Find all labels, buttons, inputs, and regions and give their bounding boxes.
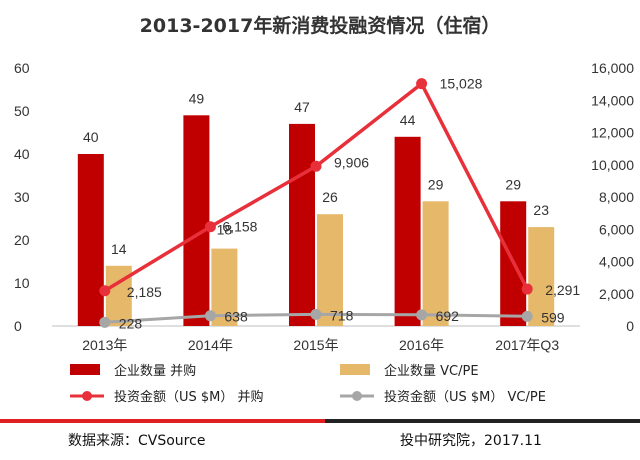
bar (289, 123, 315, 327)
left-tick-label: 50 (14, 103, 30, 119)
bar (77, 154, 104, 326)
bar-value-label: 44 (400, 112, 416, 128)
left-tick-label: 10 (14, 275, 30, 291)
x-tick-label: 2015年 (293, 337, 338, 353)
bar (211, 248, 238, 326)
series-point (416, 78, 428, 90)
right-tick-label: 0 (626, 318, 634, 334)
footer: 数据来源：CVSource 投中研究院，2017.11 (0, 419, 640, 449)
line-value-label: 15,028 (440, 76, 483, 92)
bar-value-label: 29 (505, 176, 521, 192)
left-tick-label: 40 (14, 146, 30, 162)
series-point (99, 285, 111, 297)
right-tick-label: 12,000 (591, 125, 634, 141)
x-tick-label: 2016年 (399, 337, 444, 353)
x-tick-label: 2017年Q3 (495, 337, 559, 353)
x-tick-label: 2013年 (82, 337, 127, 353)
series-point (521, 310, 533, 322)
right-tick-label: 8,000 (599, 189, 634, 205)
legend-swatch-marker (352, 391, 362, 401)
bar-value-label: 26 (322, 189, 338, 205)
legend: 企业数量 并购 企业数量 VC/PE 投资金额（US $M） 并购 投资金额（US $… (70, 363, 546, 405)
axes: 0 10 20 30 40 50 60 0 2,000 4,000 6,000 8,000 10,000… (14, 60, 634, 353)
legend-swatch (340, 364, 370, 375)
lines (99, 78, 533, 328)
right-tick-label: 4,000 (599, 254, 634, 270)
line-value-label: 2,185 (127, 284, 162, 300)
bar-value-label: 18 (217, 222, 233, 238)
legend-label: 企业数量 并购 (114, 363, 196, 379)
line-value-label: 2,291 (545, 282, 580, 298)
series-point (204, 221, 216, 233)
bar-value-label: 29 (428, 176, 444, 192)
line-value-label: 599 (541, 309, 565, 325)
series-point (99, 316, 111, 328)
left-tick-label: 0 (14, 318, 22, 334)
bar-value-label: 14 (111, 241, 127, 257)
series-point (521, 283, 533, 295)
right-tick-label: 14,000 (591, 92, 634, 108)
legend-label: 投资金额（US $M） 并购 (114, 389, 264, 405)
x-tick-label: 2014年 (188, 337, 233, 353)
chart-title: 2013-2017年新消费投融资情况（住宿） (140, 14, 501, 37)
bar-value-label: 23 (533, 202, 549, 218)
line-value-label: 718 (330, 307, 354, 323)
legend-swatch (70, 364, 100, 375)
series-point (310, 308, 322, 320)
legend-label: 投资金额（US $M） VC/PE (384, 389, 546, 405)
series-point (416, 309, 428, 321)
bar-value-label: 49 (189, 90, 205, 106)
left-tick-label: 20 (14, 232, 30, 248)
footer-line-dark (325, 419, 640, 423)
line-value-label: 9,906 (334, 154, 369, 170)
bar (183, 115, 210, 326)
left-tick-label: 60 (14, 60, 30, 76)
right-tick-label: 2,000 (599, 286, 634, 302)
data-labels: 40 49 47 44 29 14 18 26 29 23 2,185 6,158 9,906 15,02… (83, 76, 580, 332)
bar (394, 136, 421, 326)
line-value-label: 638 (224, 309, 248, 325)
bar-value-label: 40 (83, 129, 99, 145)
bar (528, 227, 555, 326)
footer-source: 数据来源：CVSource (68, 433, 205, 449)
right-tick-label: 16,000 (591, 60, 634, 76)
series-point (204, 310, 216, 322)
line-value-label: 228 (119, 315, 143, 331)
right-tick-label: 6,000 (599, 221, 634, 237)
right-tick-label: 10,000 (591, 157, 634, 173)
series-point (310, 160, 322, 172)
bar (422, 201, 449, 326)
footer-publisher: 投中研究院，2017.11 (400, 433, 542, 449)
series-line (103, 81, 529, 293)
legend-label: 企业数量 VC/PE (384, 363, 479, 379)
bar (317, 214, 343, 326)
line-value-label: 6,158 (222, 219, 257, 235)
bar-value-label: 47 (294, 99, 310, 115)
footer-line-red (0, 419, 325, 423)
line-value-label: 692 (436, 308, 460, 324)
left-tick-label: 30 (14, 189, 30, 205)
legend-swatch-marker (82, 391, 92, 401)
